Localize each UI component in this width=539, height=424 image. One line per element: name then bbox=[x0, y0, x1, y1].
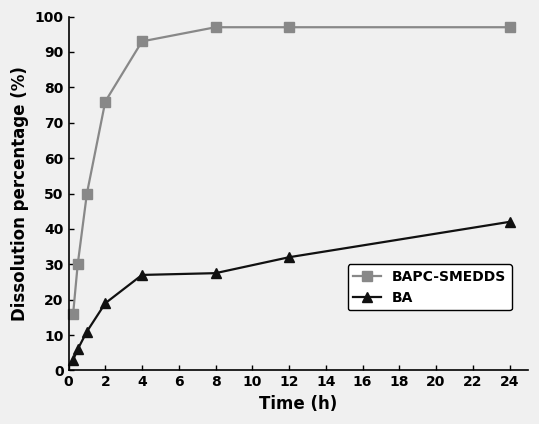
BAPC-SMEDDS bbox=[70, 311, 77, 316]
BA bbox=[102, 301, 108, 306]
Line: BAPC-SMEDDS: BAPC-SMEDDS bbox=[68, 22, 514, 319]
Legend: BAPC-SMEDDS, BA: BAPC-SMEDDS, BA bbox=[348, 265, 512, 310]
BAPC-SMEDDS bbox=[212, 25, 219, 30]
BAPC-SMEDDS bbox=[286, 25, 292, 30]
Y-axis label: Dissolution percentage (%): Dissolution percentage (%) bbox=[11, 66, 29, 321]
BA bbox=[506, 219, 513, 224]
BAPC-SMEDDS bbox=[74, 262, 81, 267]
BAPC-SMEDDS bbox=[506, 25, 513, 30]
BA bbox=[84, 329, 90, 334]
X-axis label: Time (h): Time (h) bbox=[259, 395, 337, 413]
Line: BA: BA bbox=[68, 217, 514, 365]
BA bbox=[70, 357, 77, 363]
BA bbox=[139, 272, 145, 277]
BA bbox=[286, 255, 292, 260]
BAPC-SMEDDS bbox=[139, 39, 145, 44]
BA bbox=[74, 347, 81, 352]
BA bbox=[212, 271, 219, 276]
BAPC-SMEDDS bbox=[102, 99, 108, 104]
BAPC-SMEDDS bbox=[84, 191, 90, 196]
